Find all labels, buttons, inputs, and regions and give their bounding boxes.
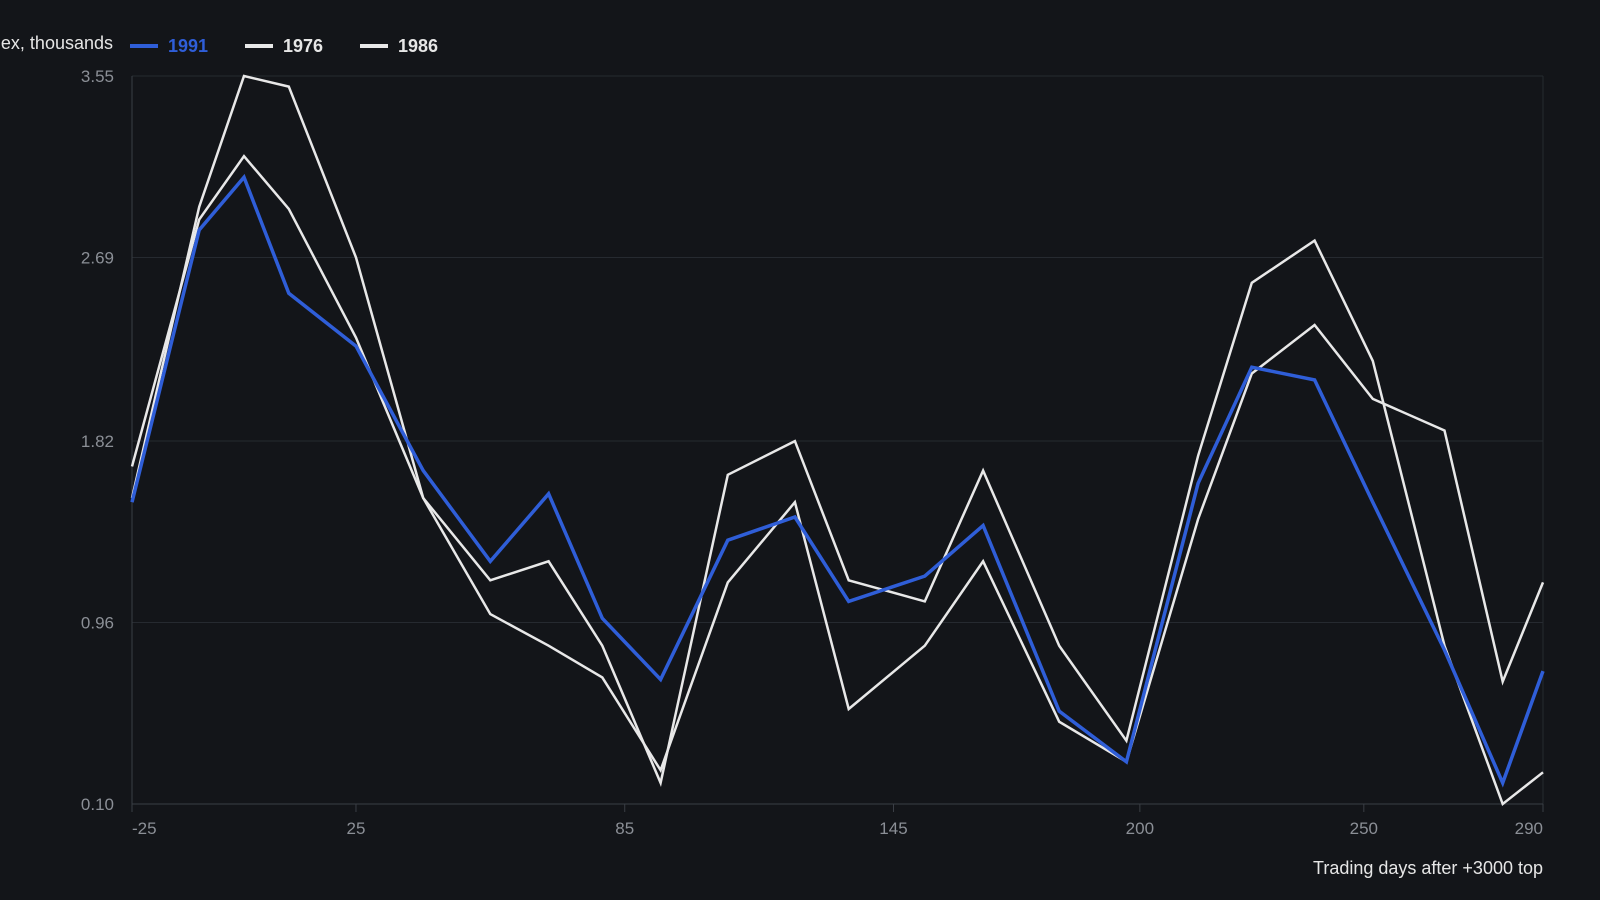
- x-tick-label: 200: [1126, 819, 1154, 838]
- legend-label-1991: 1991: [168, 36, 208, 56]
- legend: 1991 1976 1986: [130, 36, 438, 56]
- y-tick-label: 2.69: [81, 248, 114, 267]
- y-tick-label: 0.96: [81, 614, 114, 633]
- legend-label-1986: 1986: [398, 36, 438, 56]
- x-tick-label: 290: [1515, 819, 1543, 838]
- axes: 0.10 0.96 1.82 2.69 3.55 -25 25 85 145 200 250 290: [81, 67, 1544, 838]
- y-tick-label: 3.55: [81, 67, 114, 86]
- y-tick-label: 1.82: [81, 432, 114, 451]
- series-line-1976: [130, 154, 1545, 774]
- x-tick-label: 145: [879, 819, 907, 838]
- x-axis-title: Trading days after +3000 top: [1313, 858, 1543, 878]
- series-lines: [130, 74, 1545, 807]
- x-tick-label: 25: [347, 819, 366, 838]
- x-tick-label: -25: [132, 819, 157, 838]
- x-tick-label: 250: [1350, 819, 1378, 838]
- y-axis-title: ex, thousands: [1, 33, 113, 53]
- legend-label-1976: 1976: [283, 36, 323, 56]
- series-line-1991: [130, 173, 1545, 788]
- y-tick-label: 0.10: [81, 795, 114, 814]
- series-line-1986: [130, 74, 1544, 807]
- x-tick-label: 85: [615, 819, 634, 838]
